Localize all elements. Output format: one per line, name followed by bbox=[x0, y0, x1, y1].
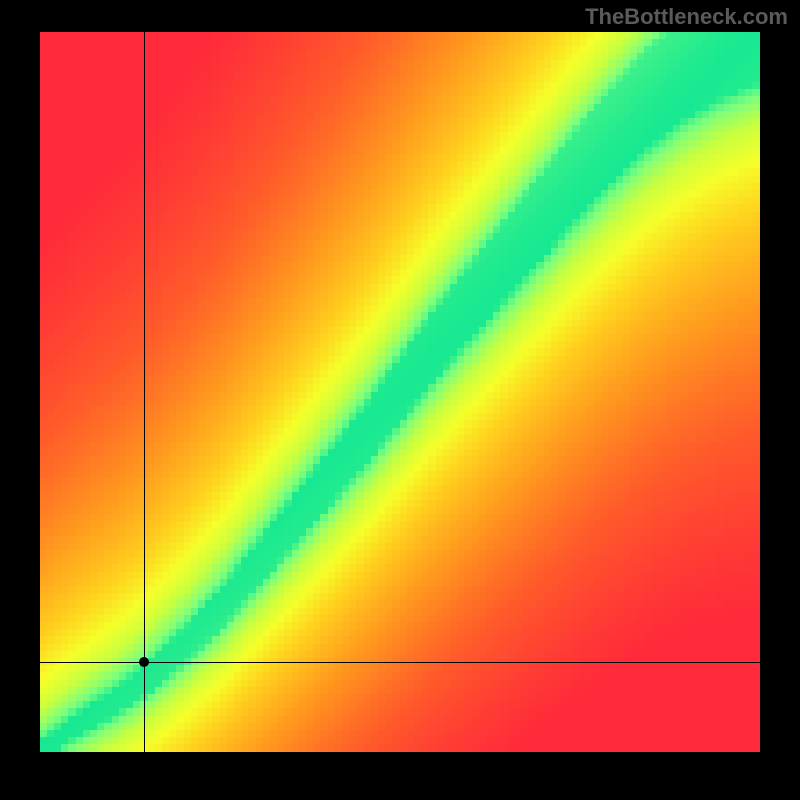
selection-marker bbox=[139, 657, 149, 667]
crosshair-vertical bbox=[144, 32, 145, 752]
bottleneck-heatmap bbox=[40, 32, 760, 752]
heatmap-canvas bbox=[40, 32, 760, 752]
watermark-text: TheBottleneck.com bbox=[585, 4, 788, 30]
